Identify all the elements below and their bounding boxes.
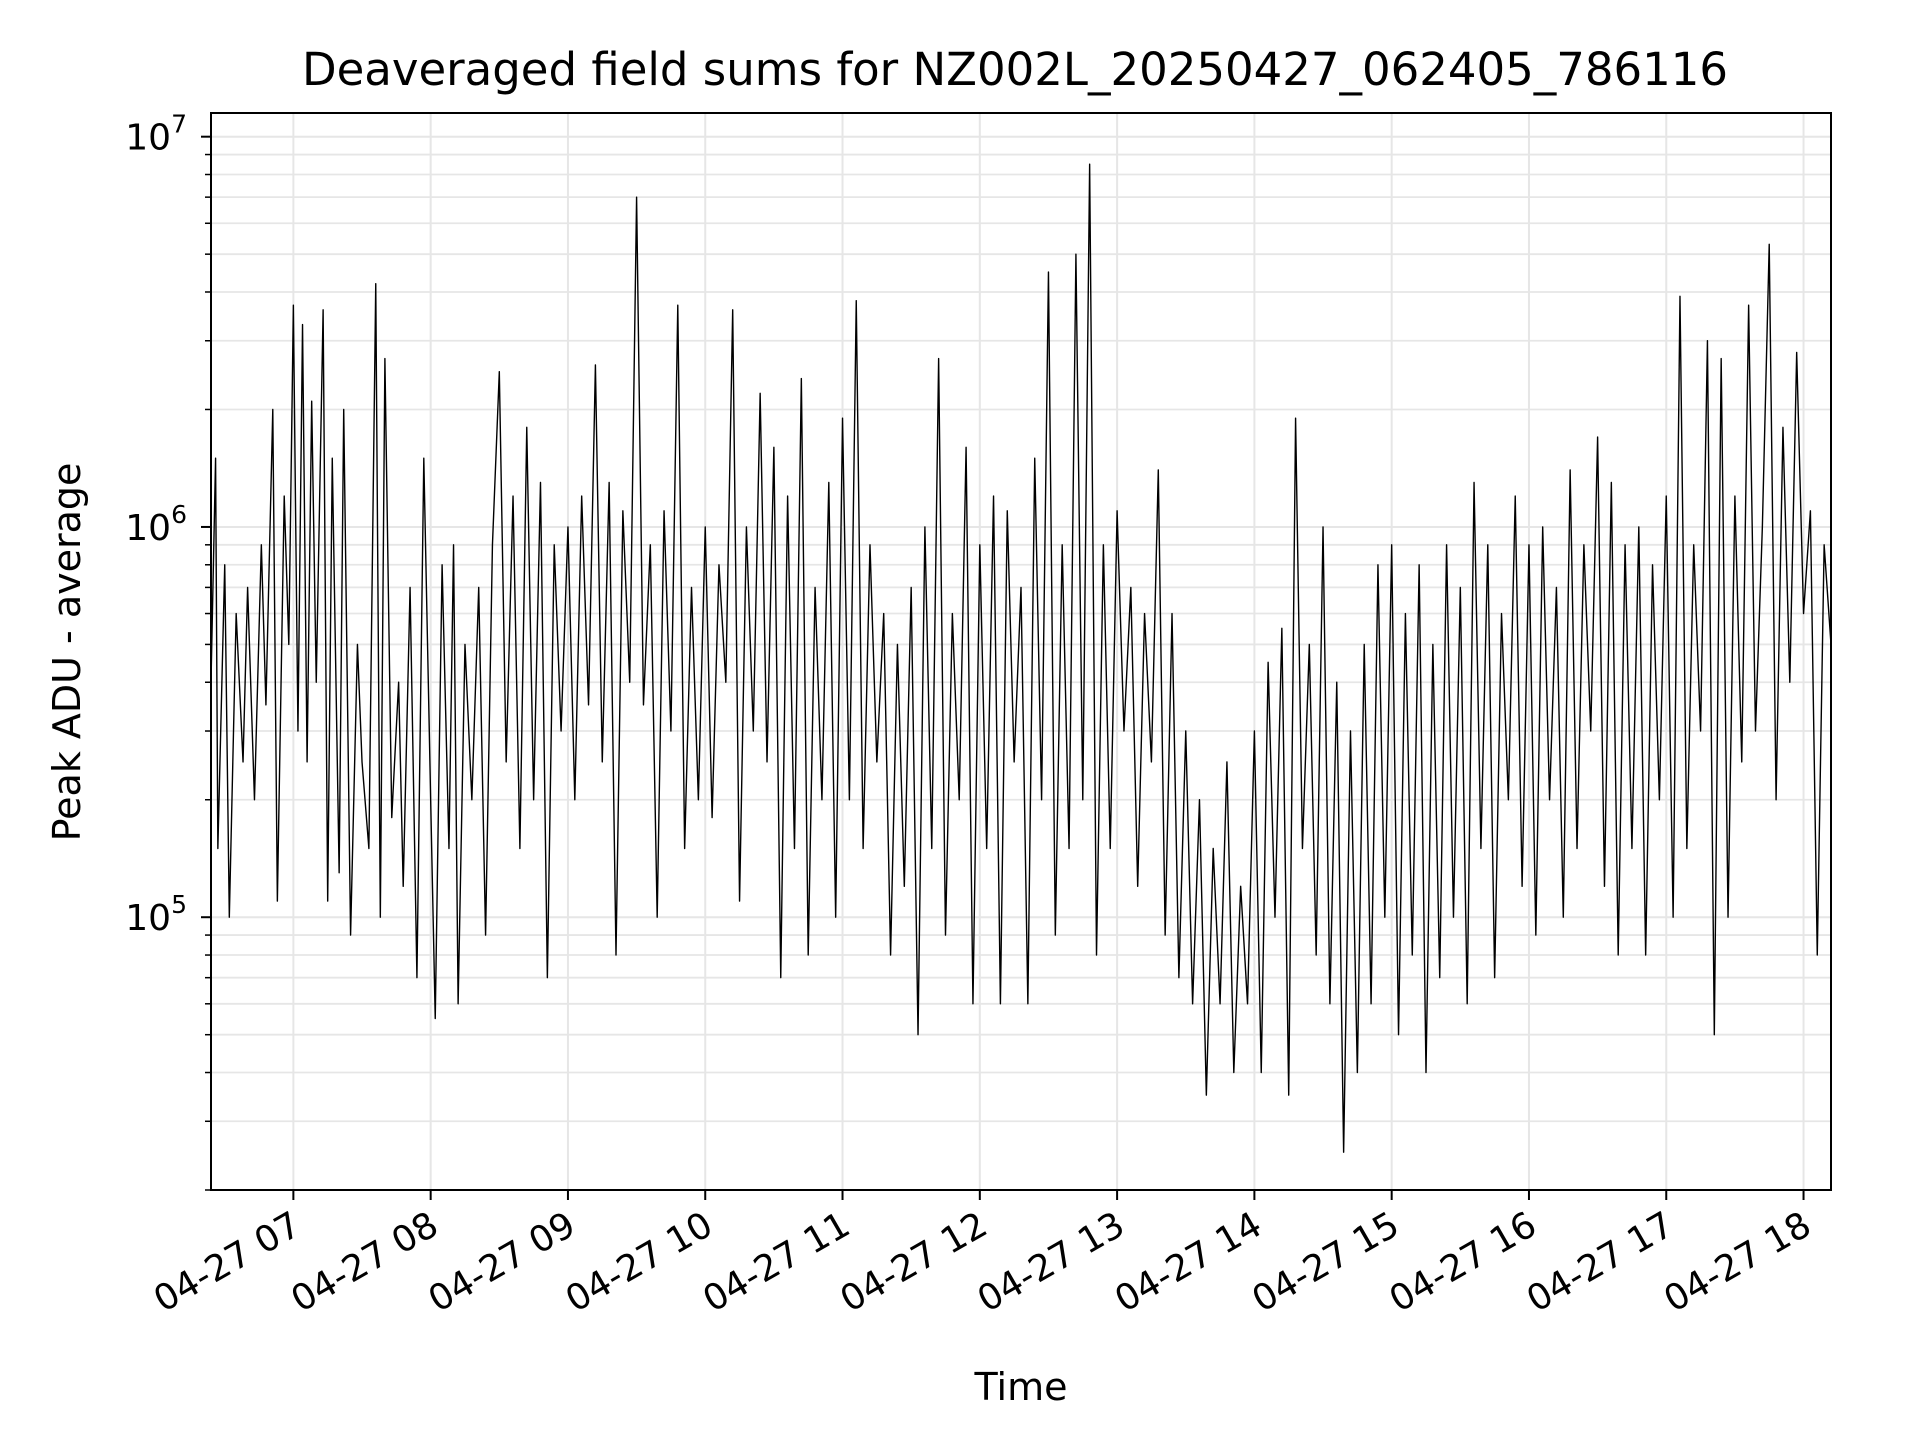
x-tick-label: 04-27 14 <box>1108 1204 1269 1320</box>
x-tick-label: 04-27 17 <box>1520 1204 1681 1320</box>
y-tick-exponent: 6 <box>171 500 187 529</box>
y-tick-exponent: 5 <box>171 890 187 919</box>
series-line <box>210 163 1832 1153</box>
y-axis-label: Peak ADU - average <box>45 463 89 842</box>
x-tick-label: 04-27 07 <box>147 1204 308 1320</box>
x-tick-label: 04-27 09 <box>422 1204 583 1320</box>
y-tick-base: 10 <box>125 118 171 159</box>
x-tick-label: 04-27 13 <box>971 1204 1132 1320</box>
x-tick-label: 04-27 18 <box>1657 1204 1818 1320</box>
x-axis-label: Time <box>974 1365 1068 1409</box>
y-tick-label: 106 <box>125 500 187 549</box>
y-tick-exponent: 7 <box>171 110 187 139</box>
y-tick-label: 105 <box>125 890 187 939</box>
x-tick-label: 04-27 12 <box>834 1204 995 1320</box>
y-tick-label: 107 <box>125 110 187 159</box>
x-tick-label: 04-27 10 <box>559 1204 720 1320</box>
x-tick-label: 04-27 11 <box>696 1204 857 1320</box>
plot-frame <box>210 112 1832 1191</box>
y-tick-base: 10 <box>125 508 171 549</box>
x-tick-label: 04-27 16 <box>1383 1204 1544 1320</box>
x-tick-label: 04-27 15 <box>1246 1204 1407 1320</box>
y-tick-base: 10 <box>125 898 171 939</box>
x-tick-label: 04-27 08 <box>284 1204 445 1320</box>
series-group <box>210 163 1832 1153</box>
chart-title: Deaveraged field sums for NZ002L_2025042… <box>302 43 1728 96</box>
